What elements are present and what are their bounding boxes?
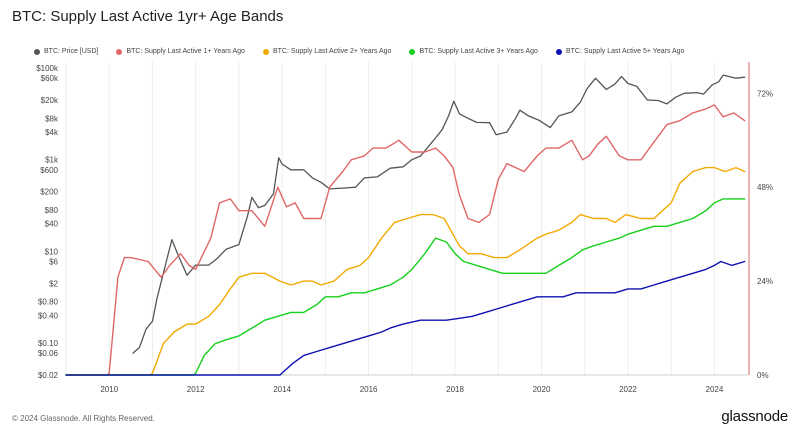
x-tick-label: 2014 (273, 385, 291, 394)
y-left-tick-label: $600 (40, 166, 58, 175)
y-left-tick-label: $40 (45, 220, 59, 229)
y-right-tick-label: 24% (757, 277, 773, 286)
legend-item-2yr[interactable]: BTC: Supply Last Active 2+ Years Ago (262, 48, 392, 55)
legend-dot-price (34, 48, 40, 55)
y-right-tick-label: 72% (757, 89, 773, 98)
series-line-1 (65, 104, 746, 376)
y-left-tick-label: $10 (45, 247, 59, 256)
y-left-tick-label: $60k (41, 74, 59, 83)
x-tick-label: 2020 (533, 385, 551, 394)
page-title: BTC: Supply Last Active 1yr+ Age Bands (12, 8, 284, 25)
y-left-tick-label: $0.06 (38, 349, 59, 358)
x-tick-label: 2012 (187, 385, 205, 394)
y-left-tick-label: $6 (49, 257, 58, 266)
y-left-tick-label: $0.02 (38, 371, 59, 380)
x-tick-label: 2010 (100, 385, 118, 394)
x-tick-label: 2024 (706, 385, 724, 394)
series-line-2 (65, 166, 746, 376)
glassnode-logo: glassnode (721, 408, 788, 425)
y-left-tick-label: $80 (45, 206, 59, 215)
legend-dot-2yr (262, 48, 269, 55)
y-left-tick-label: $0.80 (38, 298, 59, 307)
legend-label-1yr: BTC: Supply Last Active 1+ Years Ago (126, 48, 245, 55)
chart-legend: BTC: Price [USD] BTC: Supply Last Active… (34, 48, 702, 55)
series-line-0 (132, 74, 746, 354)
legend-label-price: BTC: Price [USD] (44, 48, 99, 55)
legend-item-1yr[interactable]: BTC: Supply Last Active 1+ Years Ago (116, 48, 245, 55)
y-left-tick-label: $20k (41, 96, 59, 105)
legend-item-3yr[interactable]: BTC: Supply Last Active 3+ Years Ago (409, 48, 538, 55)
legend-dot-1yr (116, 48, 123, 55)
y-left-tick-label: $2 (49, 279, 58, 288)
legend-dot-3yr (409, 48, 416, 55)
x-tick-label: 2018 (446, 385, 464, 394)
legend-dot-5yr (555, 48, 562, 55)
legend-label-2yr: BTC: Supply Last Active 2+ Years Ago (272, 48, 392, 55)
y-left-tick-label: $1k (45, 156, 59, 165)
y-left-tick-label: $0.10 (38, 339, 59, 348)
y-right-tick-label: 48% (757, 183, 773, 192)
y-left-tick-label: $100k (36, 64, 59, 73)
series-line-4 (65, 260, 746, 376)
copyright-text: © 2024 Glassnode. All Rights Reserved. (12, 414, 155, 423)
legend-label-3yr: BTC: Supply Last Active 3+ Years Ago (419, 48, 538, 55)
y-left-tick-label: $200 (40, 188, 58, 197)
legend-item-5yr[interactable]: BTC: Supply Last Active 5+ Years Ago (555, 48, 685, 55)
y-left-tick-label: $8k (45, 114, 59, 123)
legend-item-price[interactable]: BTC: Price [USD] (34, 48, 98, 55)
y-left-tick-label: $4k (45, 128, 59, 137)
y-right-tick-label: 0% (757, 371, 769, 380)
series-line-3 (65, 198, 746, 376)
legend-label-5yr: BTC: Supply Last Active 5+ Years Ago (565, 48, 685, 55)
x-tick-label: 2022 (619, 385, 637, 394)
x-tick-label: 2016 (360, 385, 378, 394)
y-left-tick-label: $0.40 (38, 311, 59, 320)
